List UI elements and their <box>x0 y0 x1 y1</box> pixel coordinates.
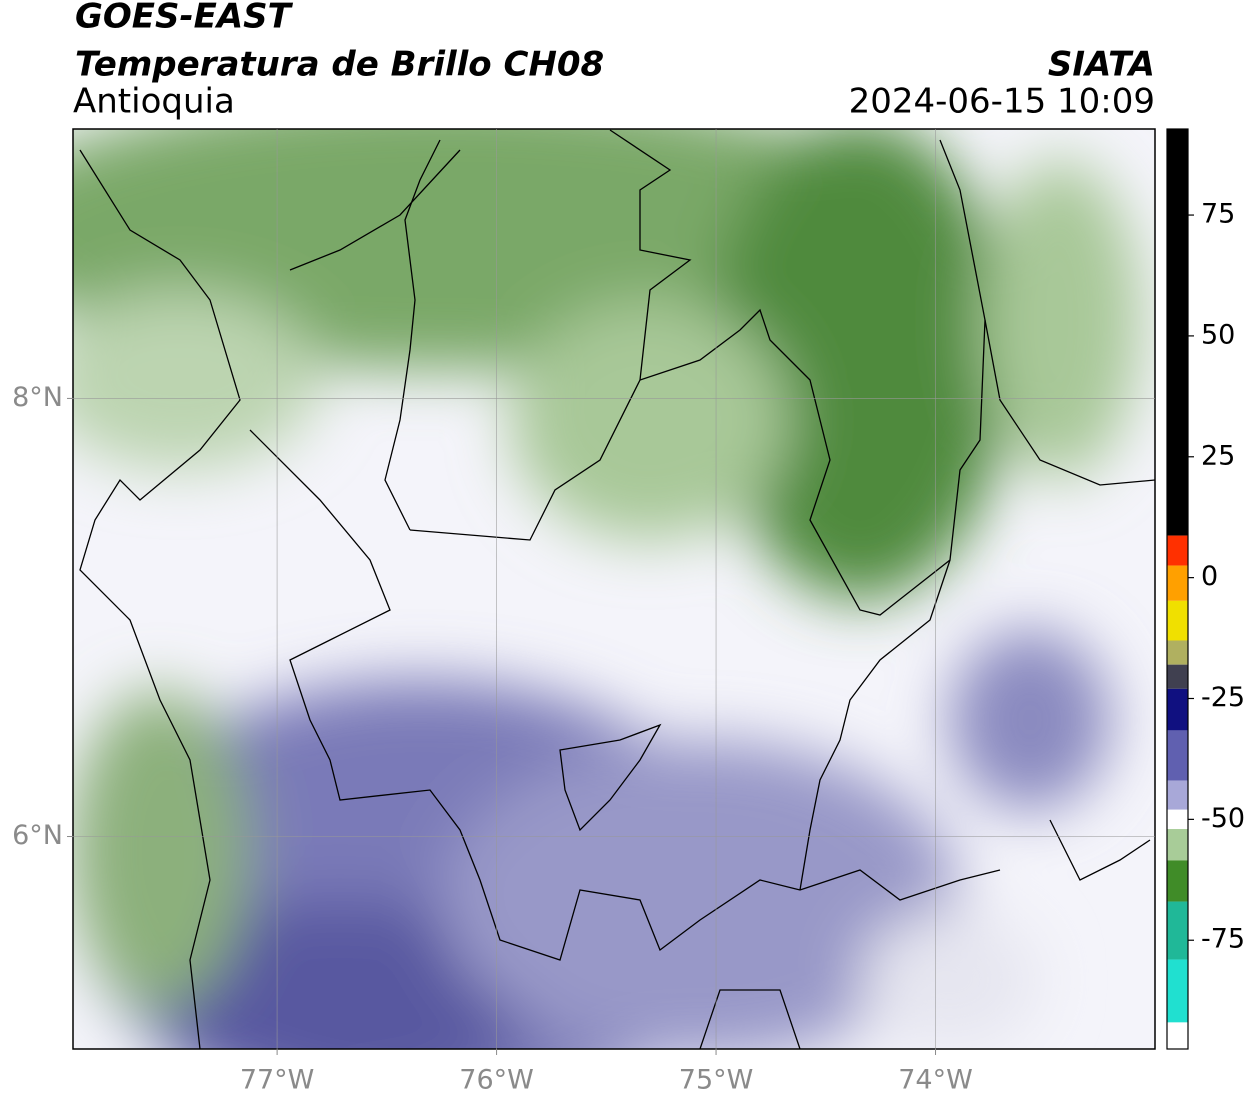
colorbar-segment <box>1167 688 1188 731</box>
colorbar-segment <box>1167 809 1188 830</box>
map-frame <box>72 128 1156 1050</box>
colorbar-segment <box>1167 901 1188 960</box>
region: Antioquia <box>73 82 235 122</box>
colorbar-segment <box>1167 780 1188 810</box>
datetime: 2024-06-15 10:09 <box>849 82 1155 122</box>
colorbar-label: 75 <box>1201 199 1235 230</box>
colorbar-label: 25 <box>1201 440 1235 471</box>
x-tick-label: 76°W <box>459 1065 534 1096</box>
title: GOES-EAST <box>75 0 294 37</box>
colorbar-frame <box>1166 128 1189 1050</box>
x-tick-label: 77°W <box>240 1065 315 1096</box>
colorbar-segment <box>1167 565 1188 601</box>
colorbar-label: -75 <box>1201 924 1245 955</box>
colorbar-segment <box>1167 600 1188 641</box>
x-tick-label: 75°W <box>679 1065 754 1096</box>
subtitle: Temperatura de Brillo CH08 <box>75 45 604 85</box>
colorbar-segment <box>1167 664 1188 689</box>
colorbar-segment <box>1167 860 1188 902</box>
colorbar-segment <box>1167 829 1188 861</box>
colorbar-segment <box>1167 535 1188 566</box>
colorbar-label: -25 <box>1201 682 1245 713</box>
colorbar-segment <box>1167 730 1188 781</box>
colorbar-segment <box>1167 959 1188 1023</box>
colorbar-segment <box>1167 129 1188 536</box>
colorbar-label: -50 <box>1201 803 1245 834</box>
colorbar-label: 50 <box>1201 319 1235 350</box>
x-tick-label: 74°W <box>898 1065 973 1096</box>
source: SIATA <box>1048 45 1155 85</box>
y-tick-label: 8°N <box>12 382 63 413</box>
colorbar-segment <box>1167 640 1188 665</box>
colorbar-segment <box>1167 1022 1188 1049</box>
y-tick-label: 6°N <box>12 820 63 851</box>
satellite-image <box>73 129 1155 1049</box>
colorbar-label: 0 <box>1201 561 1218 592</box>
